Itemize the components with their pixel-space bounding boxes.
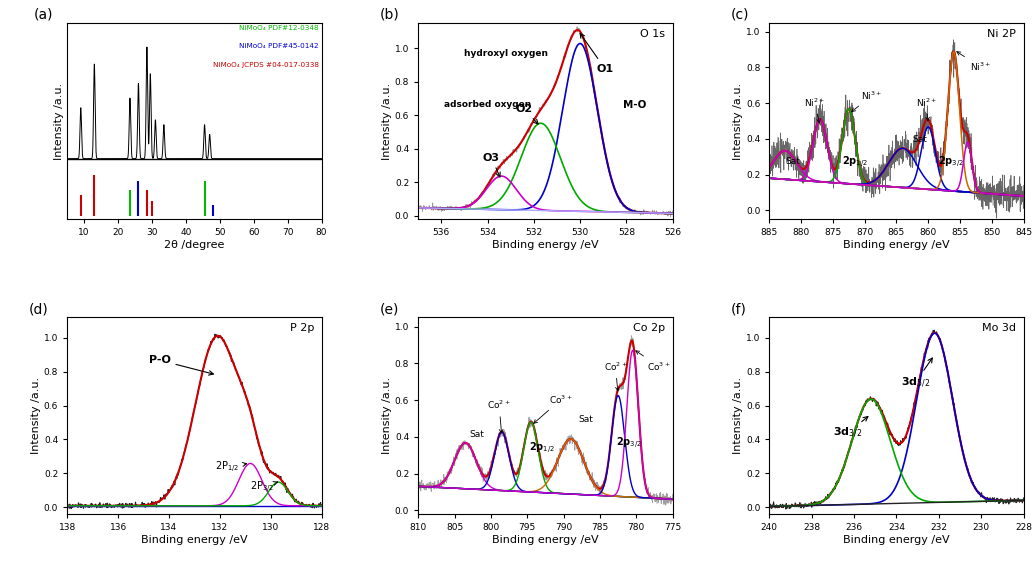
X-axis label: 2θ /degree: 2θ /degree (164, 240, 224, 250)
Text: Co$^{3+}$: Co$^{3+}$ (534, 393, 573, 423)
Text: Co$^{2+}$: Co$^{2+}$ (604, 360, 628, 391)
Text: Ni$^{3+}$: Ni$^{3+}$ (956, 51, 991, 73)
Text: 2P$_{3/2}$: 2P$_{3/2}$ (250, 480, 277, 495)
Text: (f): (f) (731, 303, 747, 316)
Y-axis label: Intensity /a.u.: Intensity /a.u. (31, 377, 41, 455)
Y-axis label: Intensity /a.u.: Intensity /a.u. (733, 82, 743, 160)
Text: O1: O1 (580, 33, 613, 74)
Text: NiMoO₄ PDF#12-0348: NiMoO₄ PDF#12-0348 (240, 25, 320, 31)
Text: Sat: Sat (578, 415, 594, 424)
Text: (b): (b) (381, 8, 400, 22)
Text: 2p$_{3/2}$: 2p$_{3/2}$ (616, 436, 642, 451)
Y-axis label: Intensity /a.u.: Intensity /a.u. (383, 82, 392, 160)
Text: P 2p: P 2p (290, 323, 314, 333)
Text: adsorbed oxygen: adsorbed oxygen (444, 100, 531, 109)
Text: Sat: Sat (785, 157, 800, 166)
Text: Co$^{3+}$: Co$^{3+}$ (636, 351, 671, 373)
Text: NiMoO₄ PDF#45-0142: NiMoO₄ PDF#45-0142 (240, 43, 320, 50)
Y-axis label: Intensity /a.u.: Intensity /a.u. (383, 377, 392, 455)
Text: 2p$_{1/2}$: 2p$_{1/2}$ (843, 155, 868, 171)
Text: O2: O2 (515, 104, 538, 124)
Text: Sat: Sat (469, 430, 484, 439)
Y-axis label: Intensity /a.u.: Intensity /a.u. (733, 377, 743, 455)
Y-axis label: Intensity /a.u.: Intensity /a.u. (55, 82, 64, 160)
X-axis label: Binding energy /eV: Binding energy /eV (843, 534, 950, 545)
Text: (c): (c) (731, 8, 750, 22)
Text: hydroxyl oxygen: hydroxyl oxygen (464, 50, 548, 58)
Text: 3d$_{5/2}$: 3d$_{5/2}$ (901, 358, 933, 389)
Text: NiMoO₄ JCPDS #04-017-0338: NiMoO₄ JCPDS #04-017-0338 (213, 62, 320, 68)
Text: O3: O3 (483, 152, 500, 177)
X-axis label: Binding energy /eV: Binding energy /eV (492, 534, 599, 545)
Text: O 1s: O 1s (640, 29, 665, 39)
X-axis label: Binding energy /eV: Binding energy /eV (141, 534, 248, 545)
Text: 2p$_{1/2}$: 2p$_{1/2}$ (529, 441, 554, 456)
Text: Mo 3d: Mo 3d (982, 323, 1016, 333)
Text: (d): (d) (29, 303, 49, 316)
Text: M-O: M-O (622, 100, 646, 110)
Text: Sat: Sat (912, 135, 927, 144)
Text: 2p$_{3/2}$: 2p$_{3/2}$ (938, 155, 964, 171)
Text: P-O: P-O (149, 355, 213, 375)
Text: Ni$^{2+}$: Ni$^{2+}$ (804, 96, 825, 123)
Text: (a): (a) (34, 8, 54, 22)
Text: (e): (e) (381, 303, 399, 316)
Text: 3d$_{3/2}$: 3d$_{3/2}$ (832, 416, 868, 440)
Text: 2P$_{1/2}$: 2P$_{1/2}$ (215, 460, 246, 475)
Text: Co 2p: Co 2p (633, 323, 665, 333)
Text: Co$^{2+}$: Co$^{2+}$ (487, 399, 511, 433)
Text: Ni$^{3+}$: Ni$^{3+}$ (852, 89, 883, 111)
Text: Ni$^{2+}$: Ni$^{2+}$ (915, 96, 937, 121)
X-axis label: Binding energy /eV: Binding energy /eV (843, 240, 950, 250)
Text: Ni 2P: Ni 2P (987, 29, 1016, 39)
X-axis label: Binding energy /eV: Binding energy /eV (492, 240, 599, 250)
